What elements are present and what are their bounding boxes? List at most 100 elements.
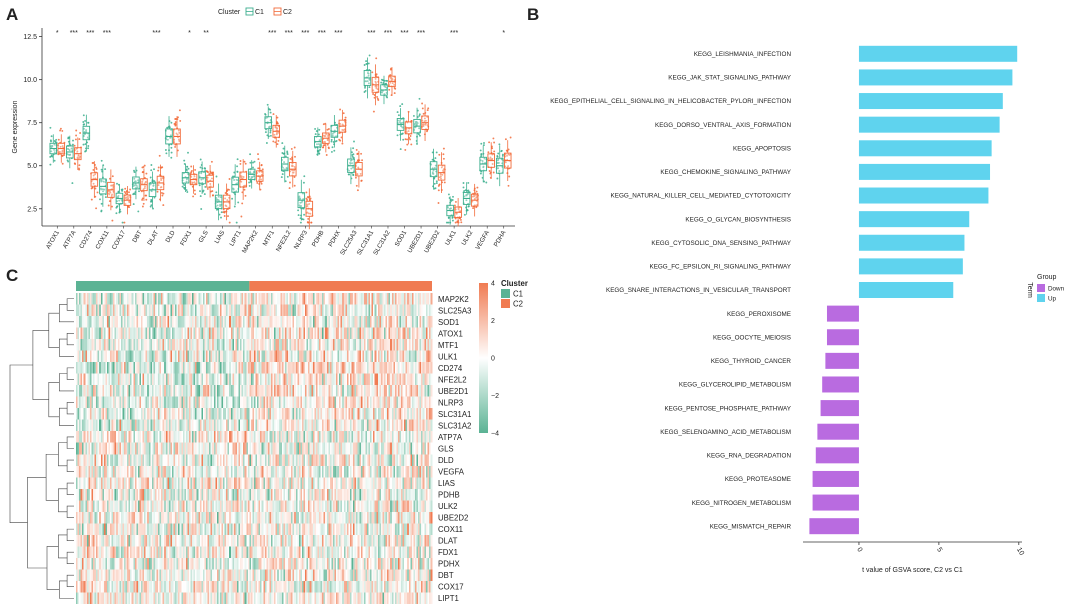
data-point — [100, 202, 103, 205]
data-point — [138, 190, 140, 193]
data-point — [305, 197, 308, 200]
data-point — [162, 204, 165, 207]
data-point — [121, 221, 124, 224]
data-point — [100, 159, 103, 162]
significance-label: *** — [334, 30, 342, 37]
data-point — [96, 191, 99, 194]
data-point — [141, 178, 144, 181]
data-point — [500, 150, 503, 153]
data-point — [388, 88, 391, 91]
data-point — [84, 119, 87, 122]
heatmap-row — [76, 396, 433, 409]
data-point — [259, 176, 261, 179]
data-point — [276, 122, 279, 125]
x-tick-label: PDHB — [311, 230, 326, 249]
data-point — [302, 218, 305, 221]
significance-label: *** — [86, 30, 94, 37]
data-point — [475, 190, 478, 193]
data-point — [157, 166, 160, 169]
box-c1 — [65, 135, 74, 185]
box-c1 — [198, 158, 207, 210]
bar — [858, 211, 970, 228]
data-point — [496, 155, 499, 157]
data-point — [266, 103, 269, 106]
data-point — [157, 169, 160, 172]
data-point — [222, 211, 225, 214]
significance-label: *** — [152, 30, 160, 37]
data-point — [67, 140, 70, 143]
data-point — [297, 209, 300, 212]
data-point — [417, 133, 420, 136]
heatmap-row — [76, 316, 433, 328]
data-point — [249, 172, 252, 175]
box-c1 — [181, 151, 190, 193]
box-c1 — [214, 175, 223, 221]
data-point — [73, 162, 76, 165]
heatmap-row — [76, 362, 433, 374]
data-point — [217, 195, 220, 198]
data-point — [70, 147, 73, 150]
category-label: KEGG_NITROGEN_METABOLISM — [692, 500, 791, 507]
data-point — [120, 198, 123, 201]
data-point — [480, 142, 483, 145]
data-point — [493, 141, 496, 144]
data-point — [269, 129, 272, 132]
data-point — [145, 194, 148, 197]
data-point — [177, 138, 180, 141]
data-point — [94, 173, 97, 176]
x-tick-label: UBE2D2 — [423, 229, 442, 254]
x-tick-label: COX11 — [94, 229, 110, 250]
data-point — [330, 138, 333, 141]
data-point — [252, 161, 254, 164]
data-point — [293, 184, 296, 187]
legend-key — [1037, 284, 1045, 292]
data-point — [504, 138, 507, 141]
data-point — [342, 112, 345, 115]
x-axis-label: t value of GSVA score, C2 vs C1 — [862, 567, 963, 574]
data-point — [310, 221, 313, 224]
bar — [820, 400, 859, 417]
data-point — [240, 215, 243, 218]
data-point — [406, 143, 409, 146]
data-point — [368, 54, 371, 57]
box-c1 — [280, 142, 289, 183]
bar — [858, 69, 1013, 86]
data-point — [94, 187, 97, 190]
data-point — [338, 138, 341, 141]
data-point — [305, 191, 308, 194]
data-point — [467, 189, 470, 192]
data-point — [190, 169, 193, 172]
x-tick-label: NFE2L2 — [275, 229, 293, 253]
data-point — [303, 213, 306, 216]
box-c2 — [90, 161, 99, 210]
heatmap-row — [76, 304, 433, 317]
bar — [826, 329, 859, 346]
data-point — [135, 184, 138, 187]
data-point — [160, 177, 163, 180]
y-tick-label: 10.0 — [23, 77, 37, 84]
data-point — [257, 158, 260, 161]
data-point — [322, 123, 325, 126]
y-tick-label: 5.0 — [27, 163, 37, 170]
data-point — [193, 189, 196, 192]
data-point — [73, 144, 76, 147]
data-point — [117, 194, 120, 197]
box-c2 — [288, 146, 297, 190]
data-point — [61, 129, 64, 132]
data-point — [68, 153, 71, 156]
box-c1 — [247, 153, 256, 189]
data-point — [149, 205, 152, 208]
data-point — [156, 190, 159, 193]
significance-label: * — [502, 30, 505, 37]
category-label: KEGG_THYROID_CANCER — [711, 358, 792, 365]
data-point — [75, 134, 78, 137]
box-c2 — [338, 108, 347, 145]
data-point — [61, 150, 64, 153]
x-tick-label: MAP2K2 — [241, 229, 260, 254]
bar — [858, 187, 989, 204]
data-point — [82, 114, 85, 117]
x-tick-label: DBT — [131, 229, 143, 244]
x-tick-label: VEGFA — [474, 229, 491, 251]
data-point — [170, 156, 173, 159]
